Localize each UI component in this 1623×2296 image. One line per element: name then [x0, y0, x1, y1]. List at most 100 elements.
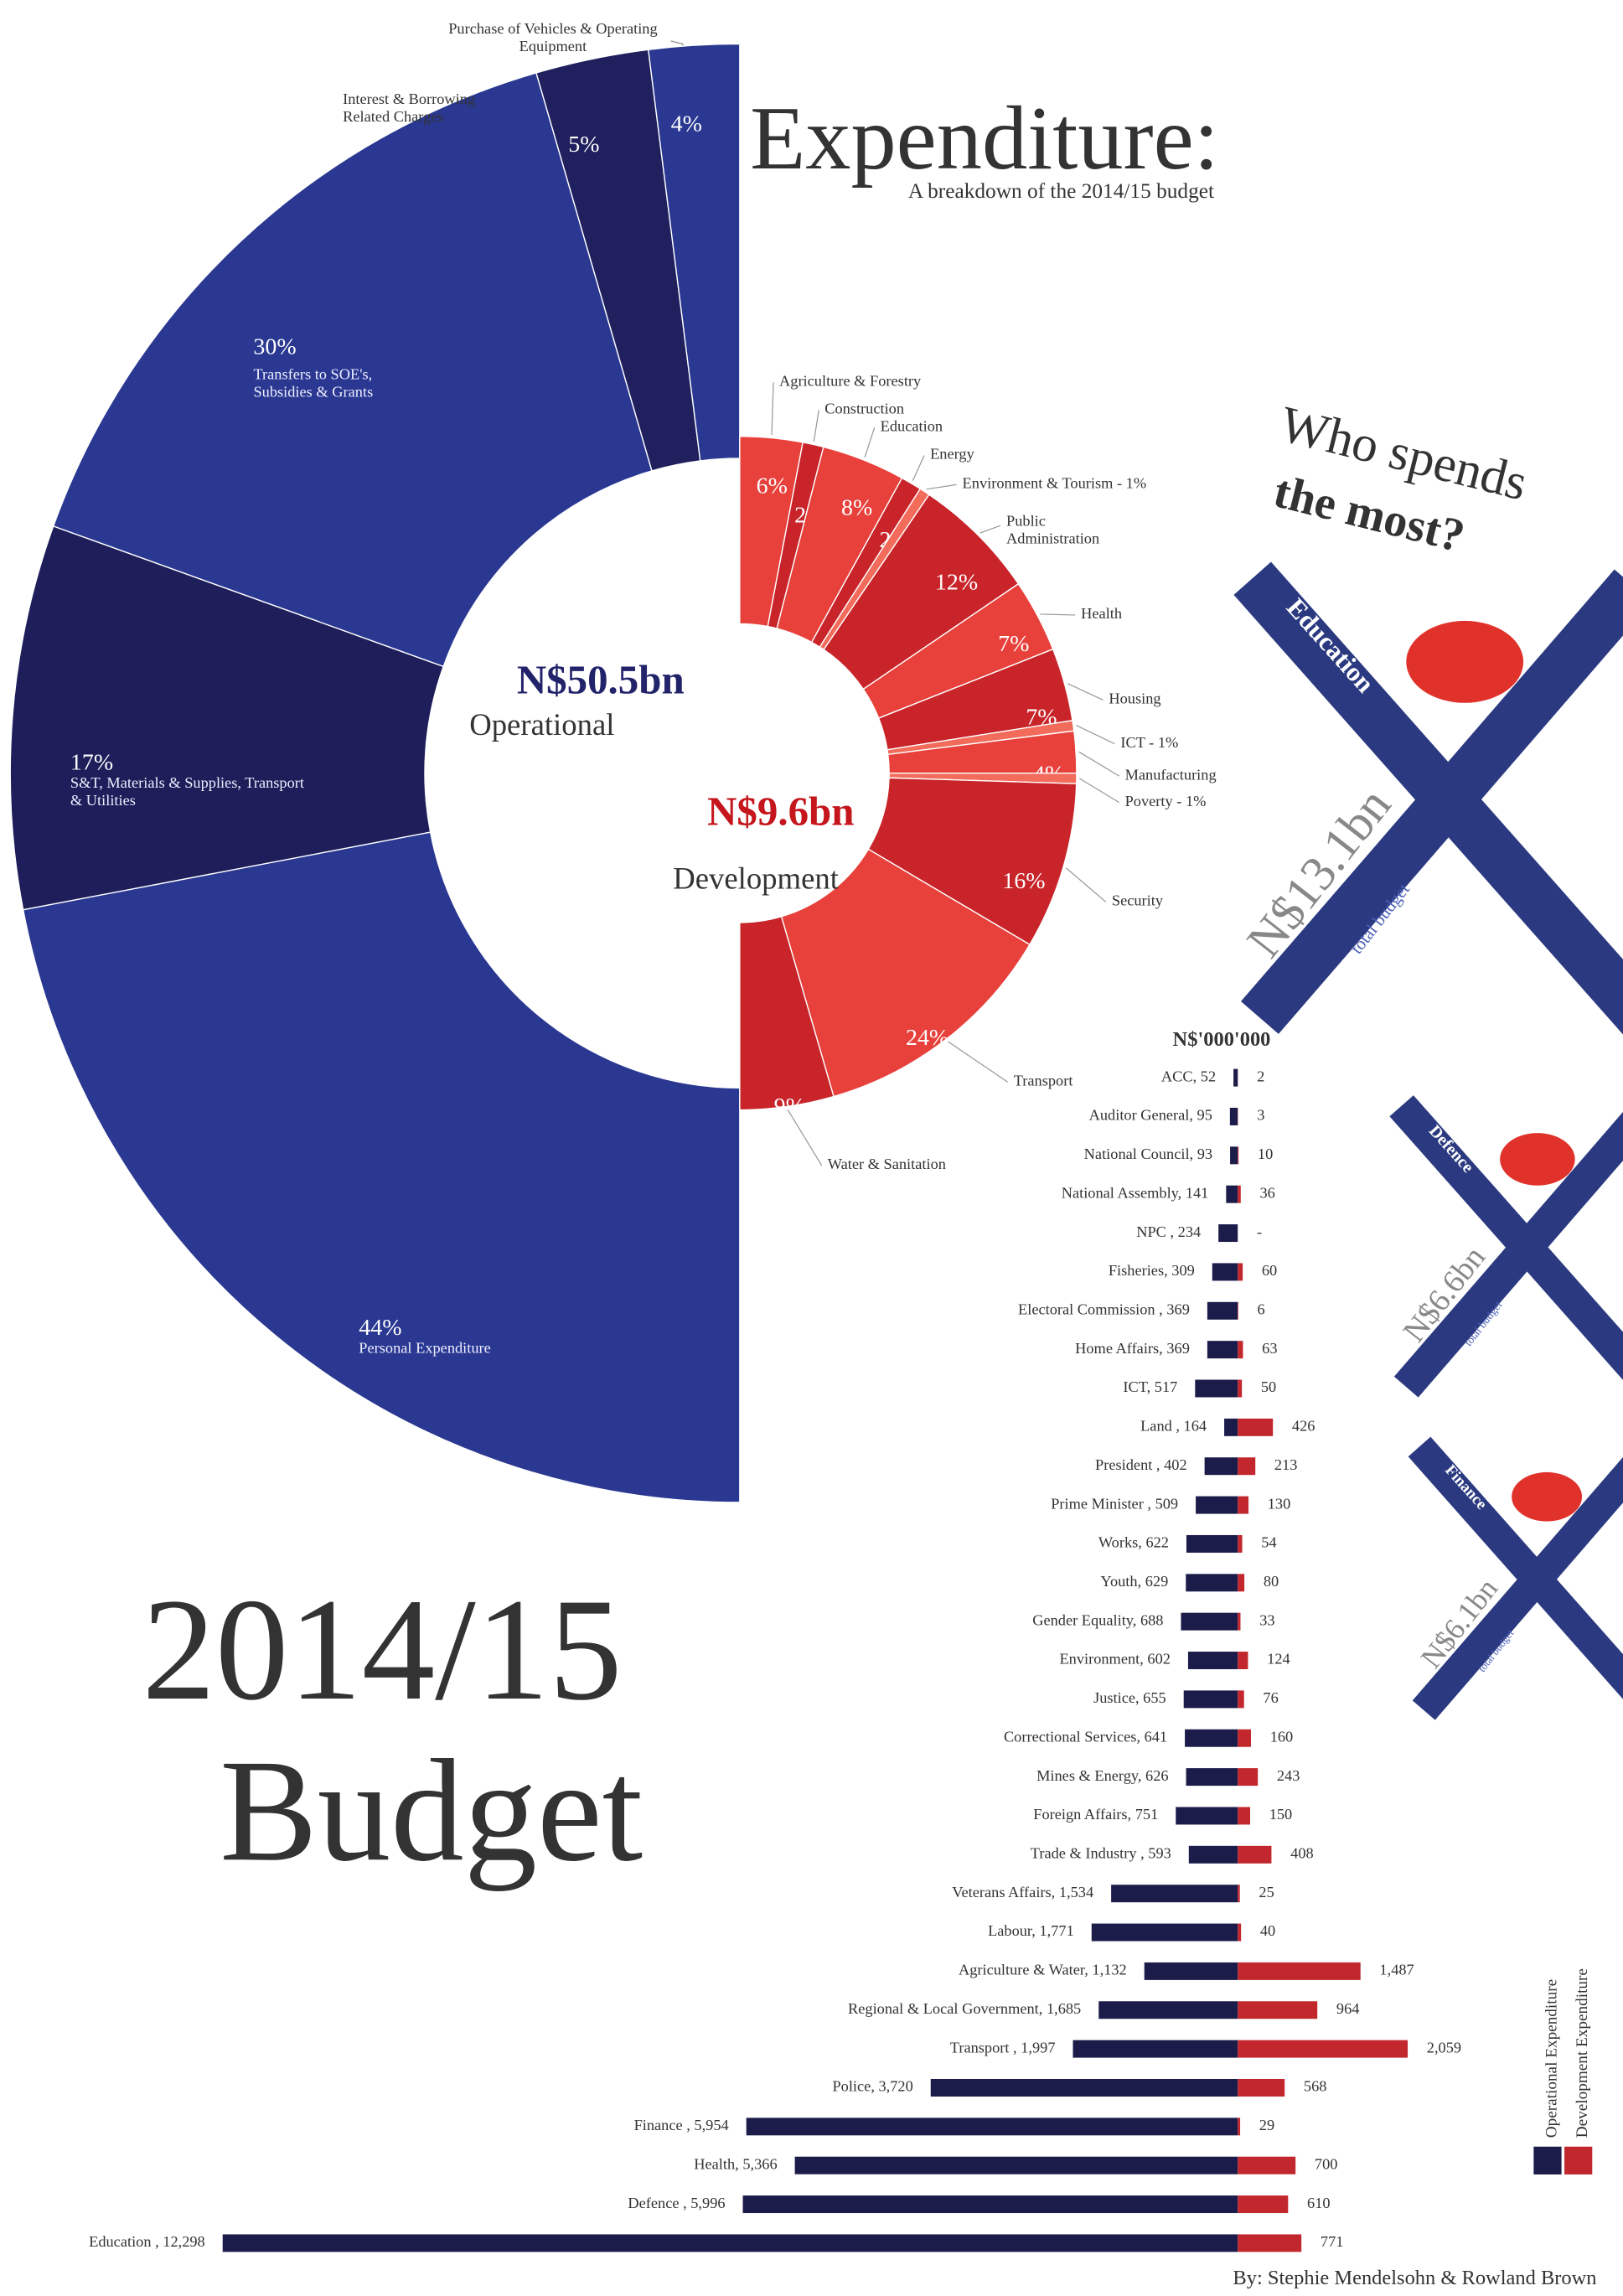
slice-value-label: 4% [671, 111, 702, 137]
bar-category-label: Youth, 629 [1101, 1573, 1169, 1590]
bar-operational [1091, 1923, 1238, 1942]
bar-value-label: 33 [1259, 1611, 1274, 1628]
slice-label: Education [881, 417, 943, 434]
slice-value-label: 5% [568, 132, 599, 158]
bar-category-label: Trade & Industry , 593 [1031, 1845, 1171, 1862]
legend-label: Development Expenditure [1574, 1968, 1591, 2138]
bar-category-label: Prime Minister , 509 [1051, 1495, 1178, 1512]
bar-category-label: Foreign Affairs, 751 [1033, 1806, 1158, 1823]
bar-category-label: Defence , 5,996 [628, 2195, 725, 2211]
bar-development [1238, 2001, 1318, 2019]
slice-label: Housing [1109, 690, 1160, 707]
slice-label: Transfers to SOE's, Subsidies & Grants [253, 367, 374, 401]
legend-swatch [1564, 2146, 1593, 2174]
bar-value-label: 40 [1260, 1922, 1275, 1939]
bar-operational [1176, 1807, 1238, 1825]
slice [647, 43, 741, 462]
bar-development [1238, 1690, 1244, 1709]
bar-value-label: 3 [1257, 1107, 1264, 1124]
donut-total: N$9.6bn [707, 789, 854, 835]
bar-value-label: 213 [1274, 1456, 1298, 1473]
bar-category-label: Regional & Local Government, 1,685 [848, 2000, 1081, 2017]
slice-label: Interest & Borrowing Related Charges [343, 92, 476, 127]
slice [9, 525, 445, 911]
bar-value-label: 964 [1336, 2000, 1360, 2017]
slice-label: Security [1112, 892, 1164, 909]
bar-operational [1218, 1224, 1238, 1243]
bar-category-label: Veterans Affairs, 1,534 [952, 1884, 1093, 1900]
bar-operational [742, 2195, 1238, 2214]
bar-development [1238, 1923, 1242, 1942]
bar-operational [1196, 1496, 1238, 1514]
slice-label: Energy [930, 446, 974, 463]
slice-label: Water & Sanitation [828, 1156, 946, 1172]
bar-operational [222, 2234, 1238, 2252]
leader-line [787, 1109, 823, 1166]
bar-development [1238, 2195, 1289, 2214]
slice-value-label: 8% [841, 495, 872, 521]
bar-category-label: Environment, 602 [1059, 1651, 1170, 1668]
bar-development [1238, 1185, 1241, 1203]
bar-category-label: President , 402 [1095, 1456, 1187, 1473]
bar-development [1238, 1652, 1248, 1670]
bar-development [1238, 2118, 1241, 2136]
bar-development [1238, 1574, 1245, 1592]
slice-label-box: Public Administration [1006, 514, 1099, 547]
bar-operational [1207, 1301, 1238, 1320]
bar-category-label: Works, 622 [1098, 1534, 1169, 1551]
bar-value-label: 124 [1267, 1651, 1290, 1668]
bar-operational [1183, 1690, 1238, 1709]
bar-category-label: Land , 164 [1140, 1418, 1207, 1435]
slice-label-box: S&T, Materials & Supplies, Transport & U… [70, 776, 304, 809]
bar-value-label: 426 [1292, 1418, 1315, 1435]
bar-category-label: ICT, 517 [1123, 1378, 1177, 1395]
slice [22, 831, 741, 1503]
slice-label: Health [1081, 605, 1122, 622]
bar-operational [794, 2156, 1238, 2174]
poster-word: Budget [220, 1729, 643, 1891]
bar-operational [1188, 1845, 1238, 1864]
bar-category-label: Auditor General, 95 [1089, 1107, 1212, 1124]
slice-label: ICT - 1% [1120, 734, 1178, 751]
slice-label: Construction [824, 401, 904, 417]
bar-operational [1111, 1885, 1238, 1903]
bar-value-label: 6 [1258, 1301, 1265, 1318]
slice-label: Agriculture & Forestry [779, 372, 922, 389]
bar-development [1238, 2040, 1408, 2058]
slice [52, 72, 653, 668]
highlight-dot [1406, 620, 1524, 703]
bar-value-label: 2,059 [1427, 2039, 1461, 2056]
bar-value-label: 10 [1258, 1145, 1273, 1162]
slice-label: Manufacturing [1125, 766, 1217, 783]
page-subtitle: A breakdown of the 2014/15 budget [908, 179, 1214, 203]
slice-label-box: Interest & Borrowing Related Charges [343, 92, 476, 127]
bar-value-label: - [1257, 1223, 1262, 1240]
leader-line [1078, 751, 1119, 777]
bar-category-label: Fisheries, 309 [1109, 1262, 1195, 1279]
bar-unit-title: N$'000'000 [1173, 1028, 1271, 1051]
bar-value-label: 771 [1321, 2233, 1344, 2250]
leader-line [979, 525, 1001, 534]
bar-operational [1207, 1341, 1238, 1359]
slice [780, 848, 1031, 1098]
bar-category-label: Electoral Commission , 369 [1018, 1301, 1190, 1318]
bar-development [1238, 1418, 1274, 1436]
cross-arm [1393, 1111, 1623, 1398]
bar-value-label: 1,487 [1379, 1962, 1414, 1978]
cross-arm [1240, 569, 1623, 1034]
leader-line [1067, 683, 1104, 701]
donut-name: Operational [469, 707, 614, 742]
leader-line [1065, 867, 1107, 902]
bar-value-label: 25 [1259, 1884, 1274, 1900]
slice-value-label: 24% [906, 1025, 948, 1051]
bar-operational [1186, 1534, 1238, 1553]
slice-label: Personal Expenditure [359, 1341, 491, 1357]
bar-operational [1181, 1612, 1238, 1631]
bar-operational [1186, 1768, 1238, 1787]
bar-development [1238, 1962, 1361, 1980]
slice-value-label: 12% [935, 570, 978, 596]
slice-value-label: 44% [359, 1315, 401, 1341]
leader-line [1040, 613, 1076, 616]
donut-total: N$50.5bn [517, 656, 685, 702]
bar-operational [1185, 1729, 1238, 1747]
